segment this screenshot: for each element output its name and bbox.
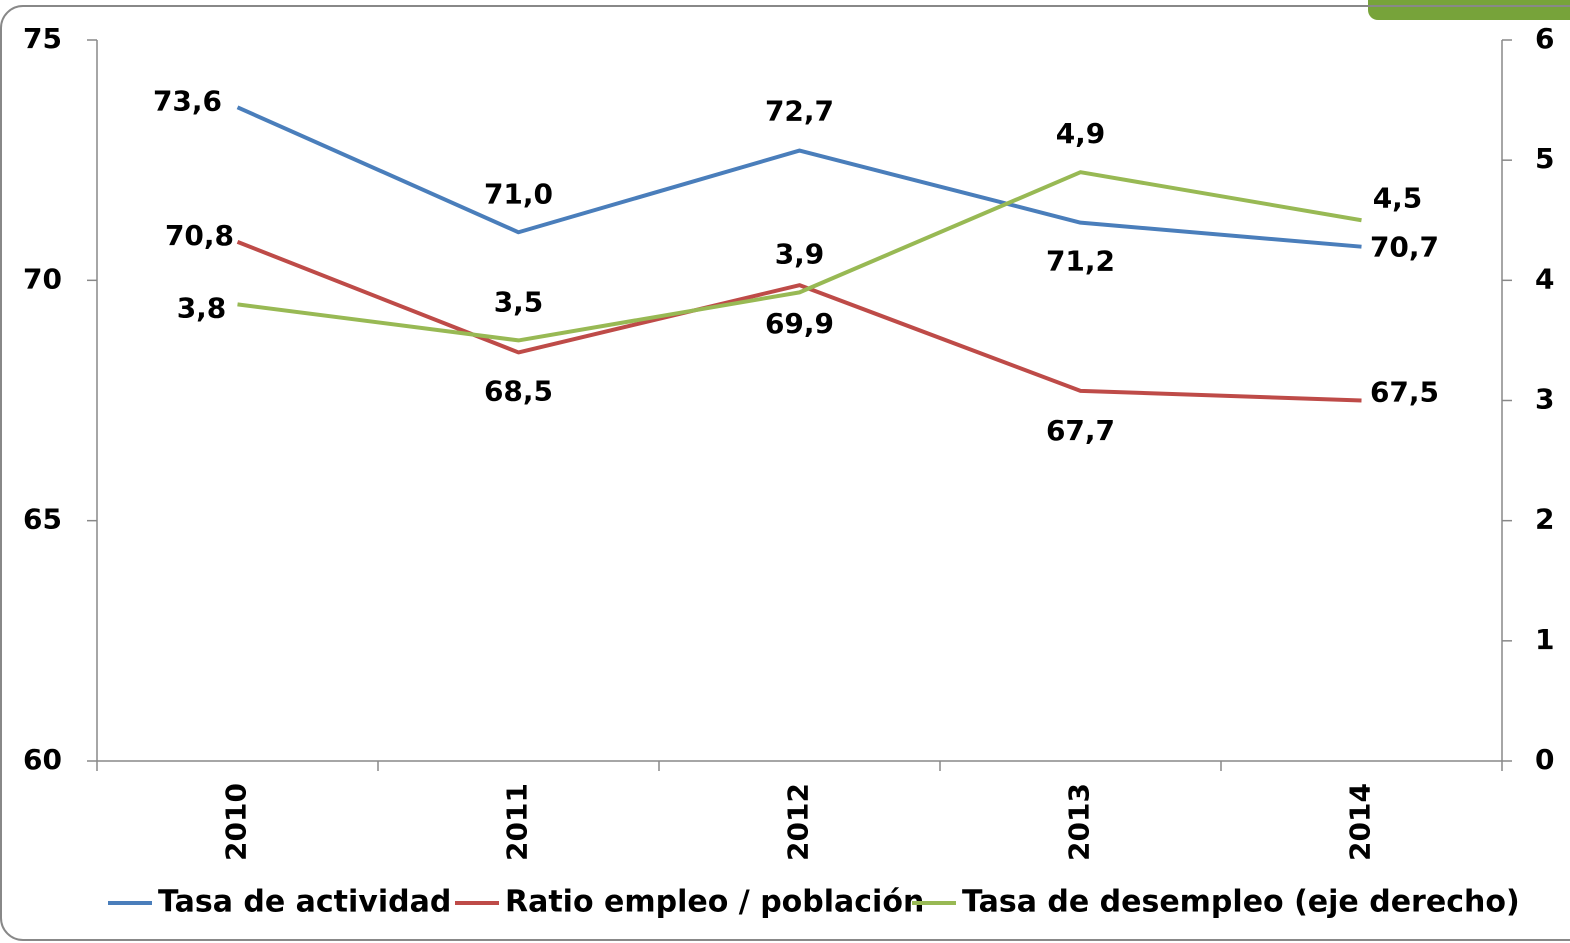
legend-label: Tasa de desempleo (eje derecho) [962,885,1520,920]
y2-tick-label: 4 [1535,262,1554,295]
value-label: 70,8 [165,219,234,252]
y-tick-label: 70 [23,262,62,295]
value-label: 67,7 [1046,414,1115,447]
y2-tick-label: 3 [1535,383,1554,416]
value-label: 72,7 [765,95,834,128]
corner-decoration [1368,0,1570,20]
series-line [237,170,1362,343]
y2-tick-label: 0 [1535,743,1554,776]
y-tick-label: 65 [23,503,62,536]
x-tick-label: 2010 [220,783,253,861]
y2-tick-label: 6 [1535,22,1554,55]
legend-label: Tasa de actividad [158,885,451,920]
y2-tick-label: 2 [1535,503,1554,536]
y-tick-label: 75 [23,22,62,55]
series-line [236,240,1362,403]
value-label: 69,9 [765,307,834,340]
value-label: 4,5 [1373,181,1423,214]
chart-border [0,5,1570,941]
value-label: 3,5 [494,285,544,318]
value-label: 73,6 [153,84,222,117]
value-label: 70,7 [1370,231,1439,264]
value-label: 68,5 [484,374,553,407]
y-tick-label: 60 [23,743,62,776]
y2-tick-label: 5 [1535,142,1554,175]
value-label: 3,8 [177,291,227,324]
series-line [236,105,1362,249]
value-label: 4,9 [1056,117,1106,150]
value-label: 71,0 [484,177,553,210]
x-tick-label: 2014 [1344,783,1377,861]
x-tick-label: 2011 [501,783,534,861]
value-label: 71,2 [1046,245,1115,278]
x-tick-label: 2012 [782,783,815,861]
x-tick-label: 2013 [1063,783,1096,861]
legend-label: Ratio empleo / población [505,885,924,920]
value-label: 67,5 [1370,376,1439,409]
value-label: 3,9 [775,237,825,270]
y2-tick-label: 1 [1535,623,1554,656]
